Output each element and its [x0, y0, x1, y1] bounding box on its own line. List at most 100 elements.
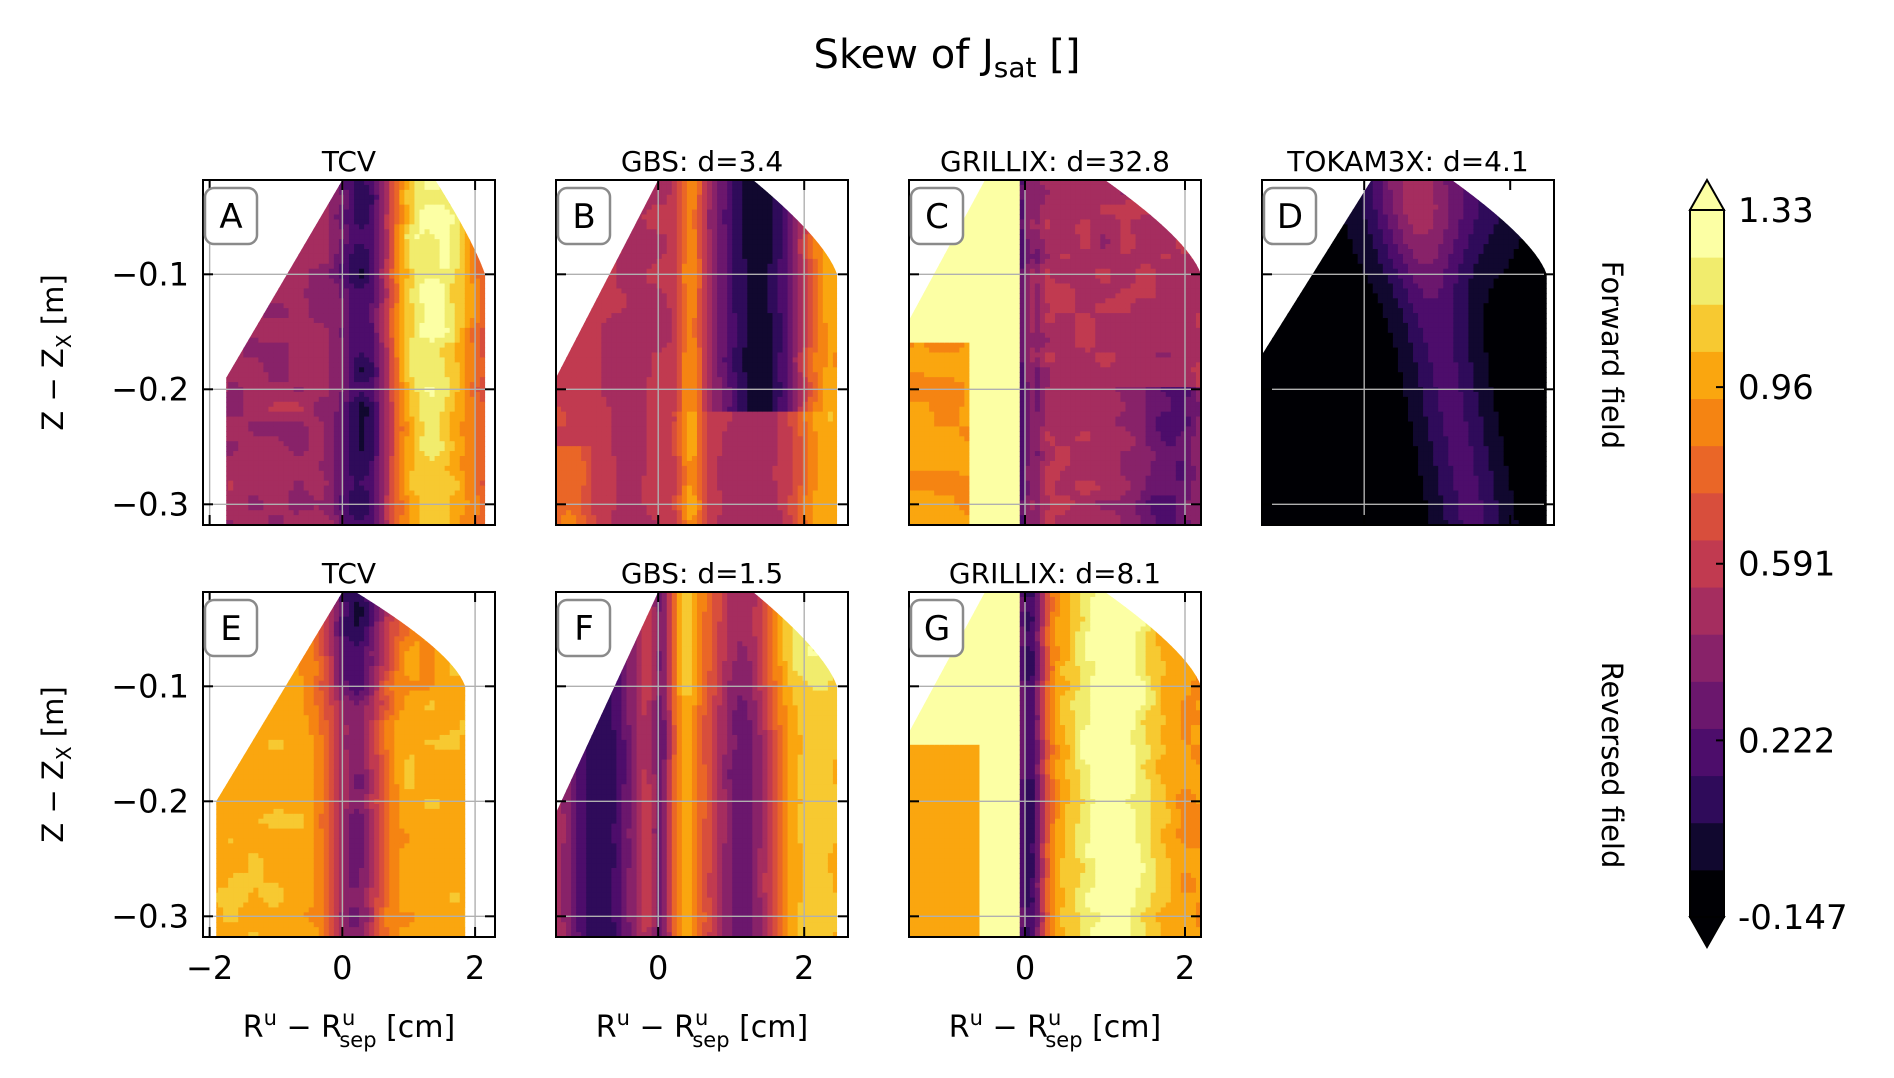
- heatmap-cell: [576, 303, 582, 309]
- heatmap-cell: [606, 332, 612, 339]
- heatmap-cell: [359, 253, 365, 260]
- heatmap-cell: [354, 421, 360, 428]
- heatmap-cell: [313, 214, 320, 221]
- heatmap-cell: [218, 284, 224, 290]
- heatmap-cell: [616, 268, 623, 275]
- heatmap-cell: [323, 194, 330, 201]
- heatmap-cell: [288, 406, 295, 413]
- heatmap-cell: [359, 367, 365, 373]
- heatmap-cell: [384, 406, 390, 413]
- heatmap-cell: [318, 490, 325, 497]
- heatmap-cell: [444, 273, 451, 280]
- heatmap-cell: [586, 362, 592, 368]
- heatmap-cell: [263, 318, 270, 324]
- heatmap-cell: [243, 288, 249, 294]
- heatmap-cell: [343, 465, 350, 472]
- heatmap-cell: [474, 273, 481, 280]
- heatmap-cell: [303, 268, 310, 275]
- heatmap-cell: [273, 283, 280, 290]
- heatmap-cell: [419, 332, 426, 339]
- heatmap-cell: [354, 500, 360, 506]
- heatmap-cell: [474, 391, 481, 398]
- heatmap-cell: [359, 515, 365, 521]
- heatmap-cell: [449, 204, 456, 211]
- heatmap-cell: [318, 219, 325, 225]
- heatmap-cell: [424, 332, 431, 339]
- heatmap-cell: [278, 436, 285, 442]
- heatmap-cell: [278, 209, 285, 216]
- heatmap-cell: [293, 244, 300, 250]
- heatmap-cell: [586, 441, 592, 447]
- heatmap-cell: [303, 505, 310, 511]
- heatmap-cell: [429, 293, 436, 299]
- heatmap-cell: [253, 303, 259, 309]
- heatmap-cell: [454, 367, 461, 373]
- heatmap-cell: [459, 283, 466, 290]
- heatmap-cell: [429, 495, 436, 501]
- heatmap-cell: [459, 396, 466, 403]
- heatmap-cell: [389, 406, 395, 413]
- heatmap-cell: [213, 264, 219, 270]
- heatmap-cell: [389, 436, 395, 442]
- heatmap-cell: [596, 520, 602, 525]
- heatmap-cell: [298, 436, 305, 442]
- heatmap-cell: [369, 293, 375, 299]
- heatmap-cell: [404, 313, 411, 319]
- heatmap-cell: [233, 249, 239, 255]
- heatmap-cell: [591, 347, 597, 354]
- heatmap-cell: [591, 303, 597, 309]
- heatmap-cell: [308, 411, 315, 418]
- heatmap-cell: [308, 249, 315, 255]
- heatmap-cell: [616, 441, 623, 447]
- heatmap-cell: [454, 219, 461, 225]
- heatmap-cell: [369, 298, 375, 304]
- heatmap-cell: [434, 224, 441, 230]
- heatmap-cell: [571, 495, 577, 501]
- heatmap-cell: [303, 372, 310, 378]
- heatmap-cell: [434, 263, 441, 270]
- heatmap-cell: [596, 421, 602, 428]
- heatmap-cell: [424, 268, 431, 275]
- heatmap-cell: [278, 446, 285, 452]
- heatmap-cell: [303, 367, 310, 373]
- heatmap-cell: [596, 382, 602, 388]
- heatmap-cell: [213, 397, 219, 403]
- heatmap-cell: [248, 515, 254, 521]
- heatmap-cell: [333, 470, 340, 477]
- heatmap-cell: [479, 258, 486, 265]
- heatmap-cell: [308, 347, 315, 354]
- heatmap-cell: [389, 234, 395, 240]
- heatmap-cell: [283, 431, 290, 437]
- heatmap-cell: [611, 327, 618, 334]
- heatmap-cell: [409, 273, 416, 280]
- heatmap-cell: [384, 244, 390, 250]
- heatmap-cell: [283, 347, 290, 354]
- heatmap-cell: [288, 401, 295, 408]
- heatmap-cell: [359, 500, 365, 506]
- heatmap-cell: [318, 293, 325, 299]
- heatmap-cell: [243, 347, 249, 354]
- heatmap-cell: [439, 382, 446, 388]
- heatmap-cell: [369, 313, 375, 319]
- heatmap-cell: [409, 194, 416, 201]
- heatmap-cell: [369, 465, 375, 472]
- heatmap-cell: [379, 382, 385, 388]
- heatmap-cell: [218, 407, 224, 413]
- heatmap-cell: [268, 199, 275, 206]
- heatmap-cell: [454, 258, 461, 265]
- heatmap-cell: [586, 367, 592, 373]
- heatmap-cell: [238, 475, 244, 482]
- heatmap-cell: [484, 367, 486, 373]
- heatmap-cell: [349, 382, 355, 388]
- heatmap-cell: [248, 322, 254, 329]
- heatmap-cell: [283, 308, 290, 314]
- heatmap-cell: [273, 510, 280, 516]
- heatmap-cell: [419, 194, 426, 201]
- heatmap-cell: [258, 278, 265, 285]
- heatmap-cell: [349, 431, 355, 437]
- heatmap-cell: [349, 406, 355, 413]
- heatmap-cell: [394, 490, 400, 497]
- heatmap-cell: [258, 401, 265, 408]
- heatmap-cell: [469, 352, 476, 359]
- heatmap-cell: [228, 263, 234, 270]
